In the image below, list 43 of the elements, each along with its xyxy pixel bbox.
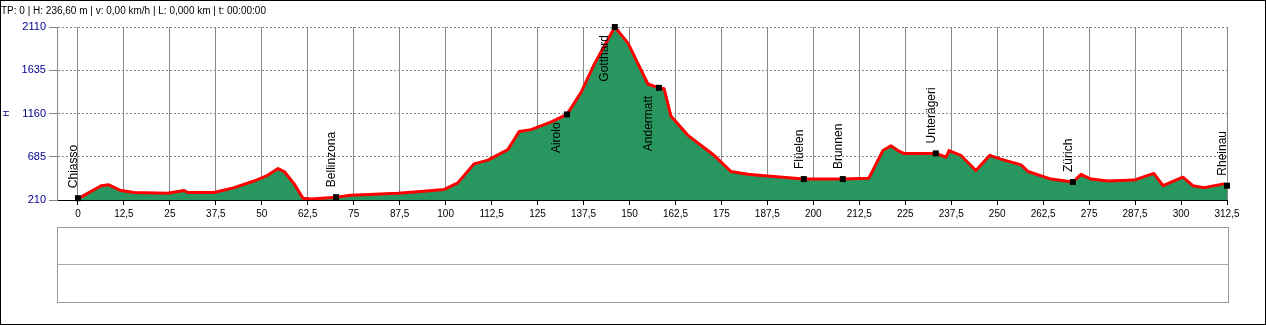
- x-tick-label: 225: [896, 207, 915, 219]
- x-tick-label: 37,5: [206, 207, 227, 219]
- x-tick-label: 100: [437, 207, 455, 219]
- x-tick-label: 75: [348, 207, 360, 219]
- x-tick-label: 237,5: [938, 207, 965, 219]
- annotation: Flüelen: [792, 129, 807, 170]
- y-tick-label: 685: [27, 149, 46, 162]
- x-tick-label: 162,5: [662, 207, 689, 219]
- x-tick-label: 125: [529, 207, 547, 219]
- y-tick-label: 2110: [22, 20, 46, 33]
- y-tick-label: 1160: [22, 106, 46, 119]
- annotation: Andermatt: [641, 95, 656, 152]
- x-tick-label: 212,5: [846, 207, 873, 219]
- annotation: Bellinzona: [324, 131, 339, 188]
- x-tick-label: 262,5: [1030, 207, 1057, 219]
- x-tick-label: 200: [805, 207, 823, 219]
- x-tick-label: 312,5: [1214, 207, 1240, 219]
- x-tick-label: 287,5: [1122, 207, 1149, 219]
- annotation: Zürich: [1061, 138, 1076, 172]
- annotation: Rheinau: [1215, 131, 1230, 176]
- x-tick-label: 275: [1080, 207, 1098, 219]
- y-tick-label: 1635: [21, 63, 46, 76]
- x-tick-label: 62,5: [298, 207, 318, 219]
- x-tick-label: 0: [75, 207, 82, 219]
- annotation: Airolo: [549, 122, 564, 154]
- x-tick-label: 12,5: [114, 207, 135, 219]
- x-tick-label: 187,5: [754, 207, 781, 219]
- x-tick-label: 87,5: [389, 207, 410, 219]
- y-tick-label: 210: [27, 193, 46, 206]
- annotation: Brunnen: [831, 123, 846, 170]
- annotation: Chiasso: [66, 144, 81, 189]
- x-tick-label: 175: [713, 207, 731, 219]
- x-tick-label: 112,5: [479, 207, 505, 219]
- x-tick-label: 150: [621, 207, 639, 219]
- annotation: Gotthard: [597, 35, 612, 82]
- annotation: Unterägeri: [924, 87, 939, 144]
- y-axis-title: H: [0, 110, 11, 117]
- x-tick-label: 50: [256, 207, 268, 219]
- x-tick-label: 137,5: [571, 207, 597, 219]
- chart-title: TP: 0 | H: 236,60 m | v: 0,00 km/h | L: 0,000 km | t: 00:00:00: [1, 4, 267, 16]
- x-tick-label: 300: [1172, 207, 1190, 219]
- x-tick-label: 25: [164, 207, 176, 219]
- x-tick-label: 250: [988, 207, 1006, 219]
